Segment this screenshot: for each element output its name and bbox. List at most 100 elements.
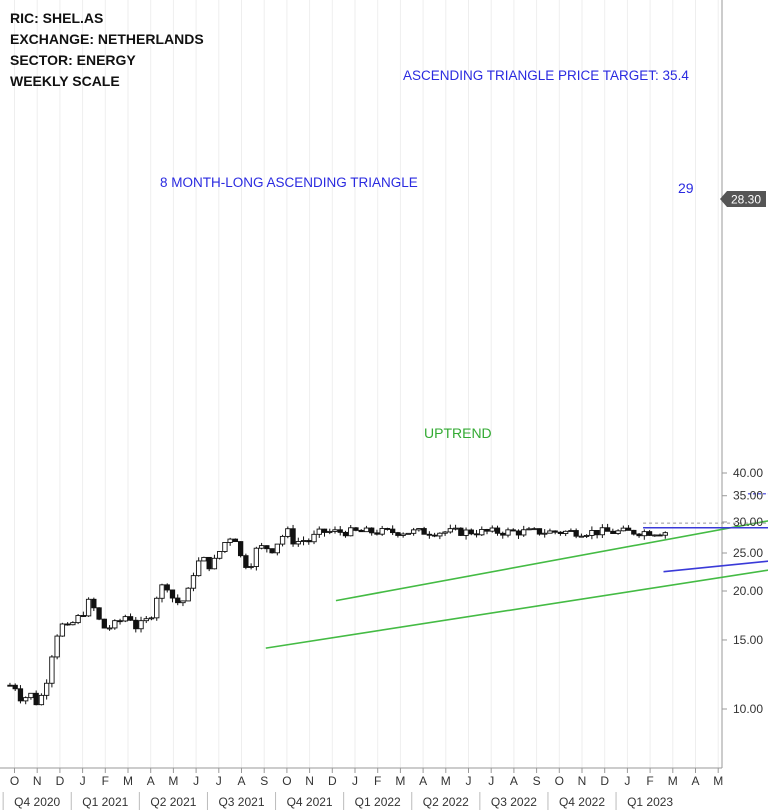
candle-body — [28, 692, 34, 699]
candle-body — [400, 533, 406, 536]
candle-body — [583, 534, 590, 537]
month-label: S — [260, 774, 268, 788]
month-label: N — [578, 774, 587, 788]
candle-body — [306, 540, 312, 543]
month-label: O — [555, 774, 564, 788]
candle-body — [358, 529, 364, 533]
quarter-label: Q3 2021 — [218, 795, 264, 809]
candle-body — [112, 620, 118, 629]
candle-body — [196, 560, 202, 577]
month-label: J — [624, 774, 630, 788]
candle-body — [12, 684, 18, 690]
candle-body — [384, 528, 391, 530]
candle-body — [7, 684, 13, 687]
candle-body — [536, 528, 543, 535]
candle-body — [264, 545, 270, 550]
price-target-label: ASCENDING TRIANGLE PRICE TARGET: 35.4 — [403, 68, 689, 83]
candle-body — [253, 547, 260, 567]
month-label: F — [102, 774, 109, 788]
trendlines — [265, 493, 768, 649]
candle-body — [484, 528, 490, 532]
candle-body — [248, 566, 254, 568]
sector-label: SECTOR: ENERGY — [10, 52, 136, 68]
candle-body — [85, 598, 92, 617]
candle-body — [269, 548, 275, 554]
quarter-label: Q3 2022 — [491, 795, 537, 809]
candle-body — [405, 532, 412, 535]
month-label: N — [33, 774, 42, 788]
candle-body — [38, 694, 45, 706]
month-label: A — [510, 774, 518, 788]
month-gridlines — [14, 0, 719, 768]
candle-body — [599, 527, 606, 536]
candle-body — [175, 597, 181, 604]
y-tick-label: 10.00 — [733, 702, 763, 716]
candle-body — [662, 532, 668, 536]
candle-body — [117, 620, 123, 623]
quarter-label: Q1 2022 — [355, 795, 401, 809]
candle-body — [489, 527, 495, 532]
candle-body — [295, 541, 301, 545]
candle-body — [578, 535, 585, 538]
candle-body — [641, 531, 647, 537]
candle-body — [138, 620, 144, 630]
candle-body — [311, 533, 317, 543]
candle-body — [127, 616, 134, 621]
candle-body — [374, 532, 380, 535]
candle-body — [573, 530, 579, 537]
candle-body — [91, 598, 97, 609]
candle-body — [217, 551, 223, 559]
channel-upper-line — [335, 520, 768, 602]
candle-body — [237, 541, 244, 557]
candle-body — [154, 597, 160, 619]
candle-body — [620, 527, 626, 532]
candle-body — [379, 528, 385, 535]
candle-body — [452, 527, 459, 530]
candle-body — [122, 616, 128, 622]
candle-body — [59, 623, 66, 637]
candle-body — [395, 532, 401, 536]
month-label: J — [216, 774, 222, 788]
candle-body — [321, 528, 328, 533]
candle-body — [636, 533, 642, 537]
candle-body — [337, 529, 343, 533]
triangle-support-line — [663, 560, 768, 573]
resistance-level-label: 29 — [678, 180, 694, 196]
candle-body — [468, 529, 474, 535]
candle-body — [363, 527, 370, 533]
candle-body — [494, 527, 501, 534]
month-label: M — [713, 774, 723, 788]
candle-body — [500, 532, 506, 536]
candle-body — [300, 540, 307, 542]
quarter-label: Q2 2022 — [423, 795, 469, 809]
month-label: J — [193, 774, 199, 788]
candle-body — [594, 530, 600, 536]
candle-body — [589, 530, 595, 536]
month-label: J — [80, 774, 86, 788]
month-label: D — [600, 774, 609, 788]
candle-body — [54, 635, 60, 658]
candle-body — [458, 527, 464, 536]
candle-body — [70, 622, 76, 626]
exchange-label: EXCHANGE: NETHERLANDS — [10, 31, 204, 47]
candle-body — [279, 535, 286, 545]
candle-body — [463, 529, 469, 536]
month-label: J — [352, 774, 358, 788]
month-label: D — [328, 774, 337, 788]
candle-body — [49, 656, 55, 684]
candle-body — [410, 529, 417, 534]
candles — [7, 523, 668, 706]
candle-body — [285, 528, 291, 537]
channel-lower-line — [265, 569, 768, 649]
month-label: M — [668, 774, 678, 788]
candle-body — [521, 529, 527, 536]
month-label: N — [305, 774, 314, 788]
x-axis: O N D J F M A M J J A S O N D J F M A M J J A S O N D J F M A MQ4 2020 Q… — [2, 768, 723, 810]
y-tick-label: 25.00 — [733, 546, 763, 560]
candle-body — [23, 697, 29, 702]
last-price-tag: 28.30 — [720, 191, 766, 207]
candle-body — [437, 532, 443, 537]
candle-body — [531, 528, 537, 531]
month-label: A — [147, 774, 155, 788]
month-label: A — [237, 774, 245, 788]
